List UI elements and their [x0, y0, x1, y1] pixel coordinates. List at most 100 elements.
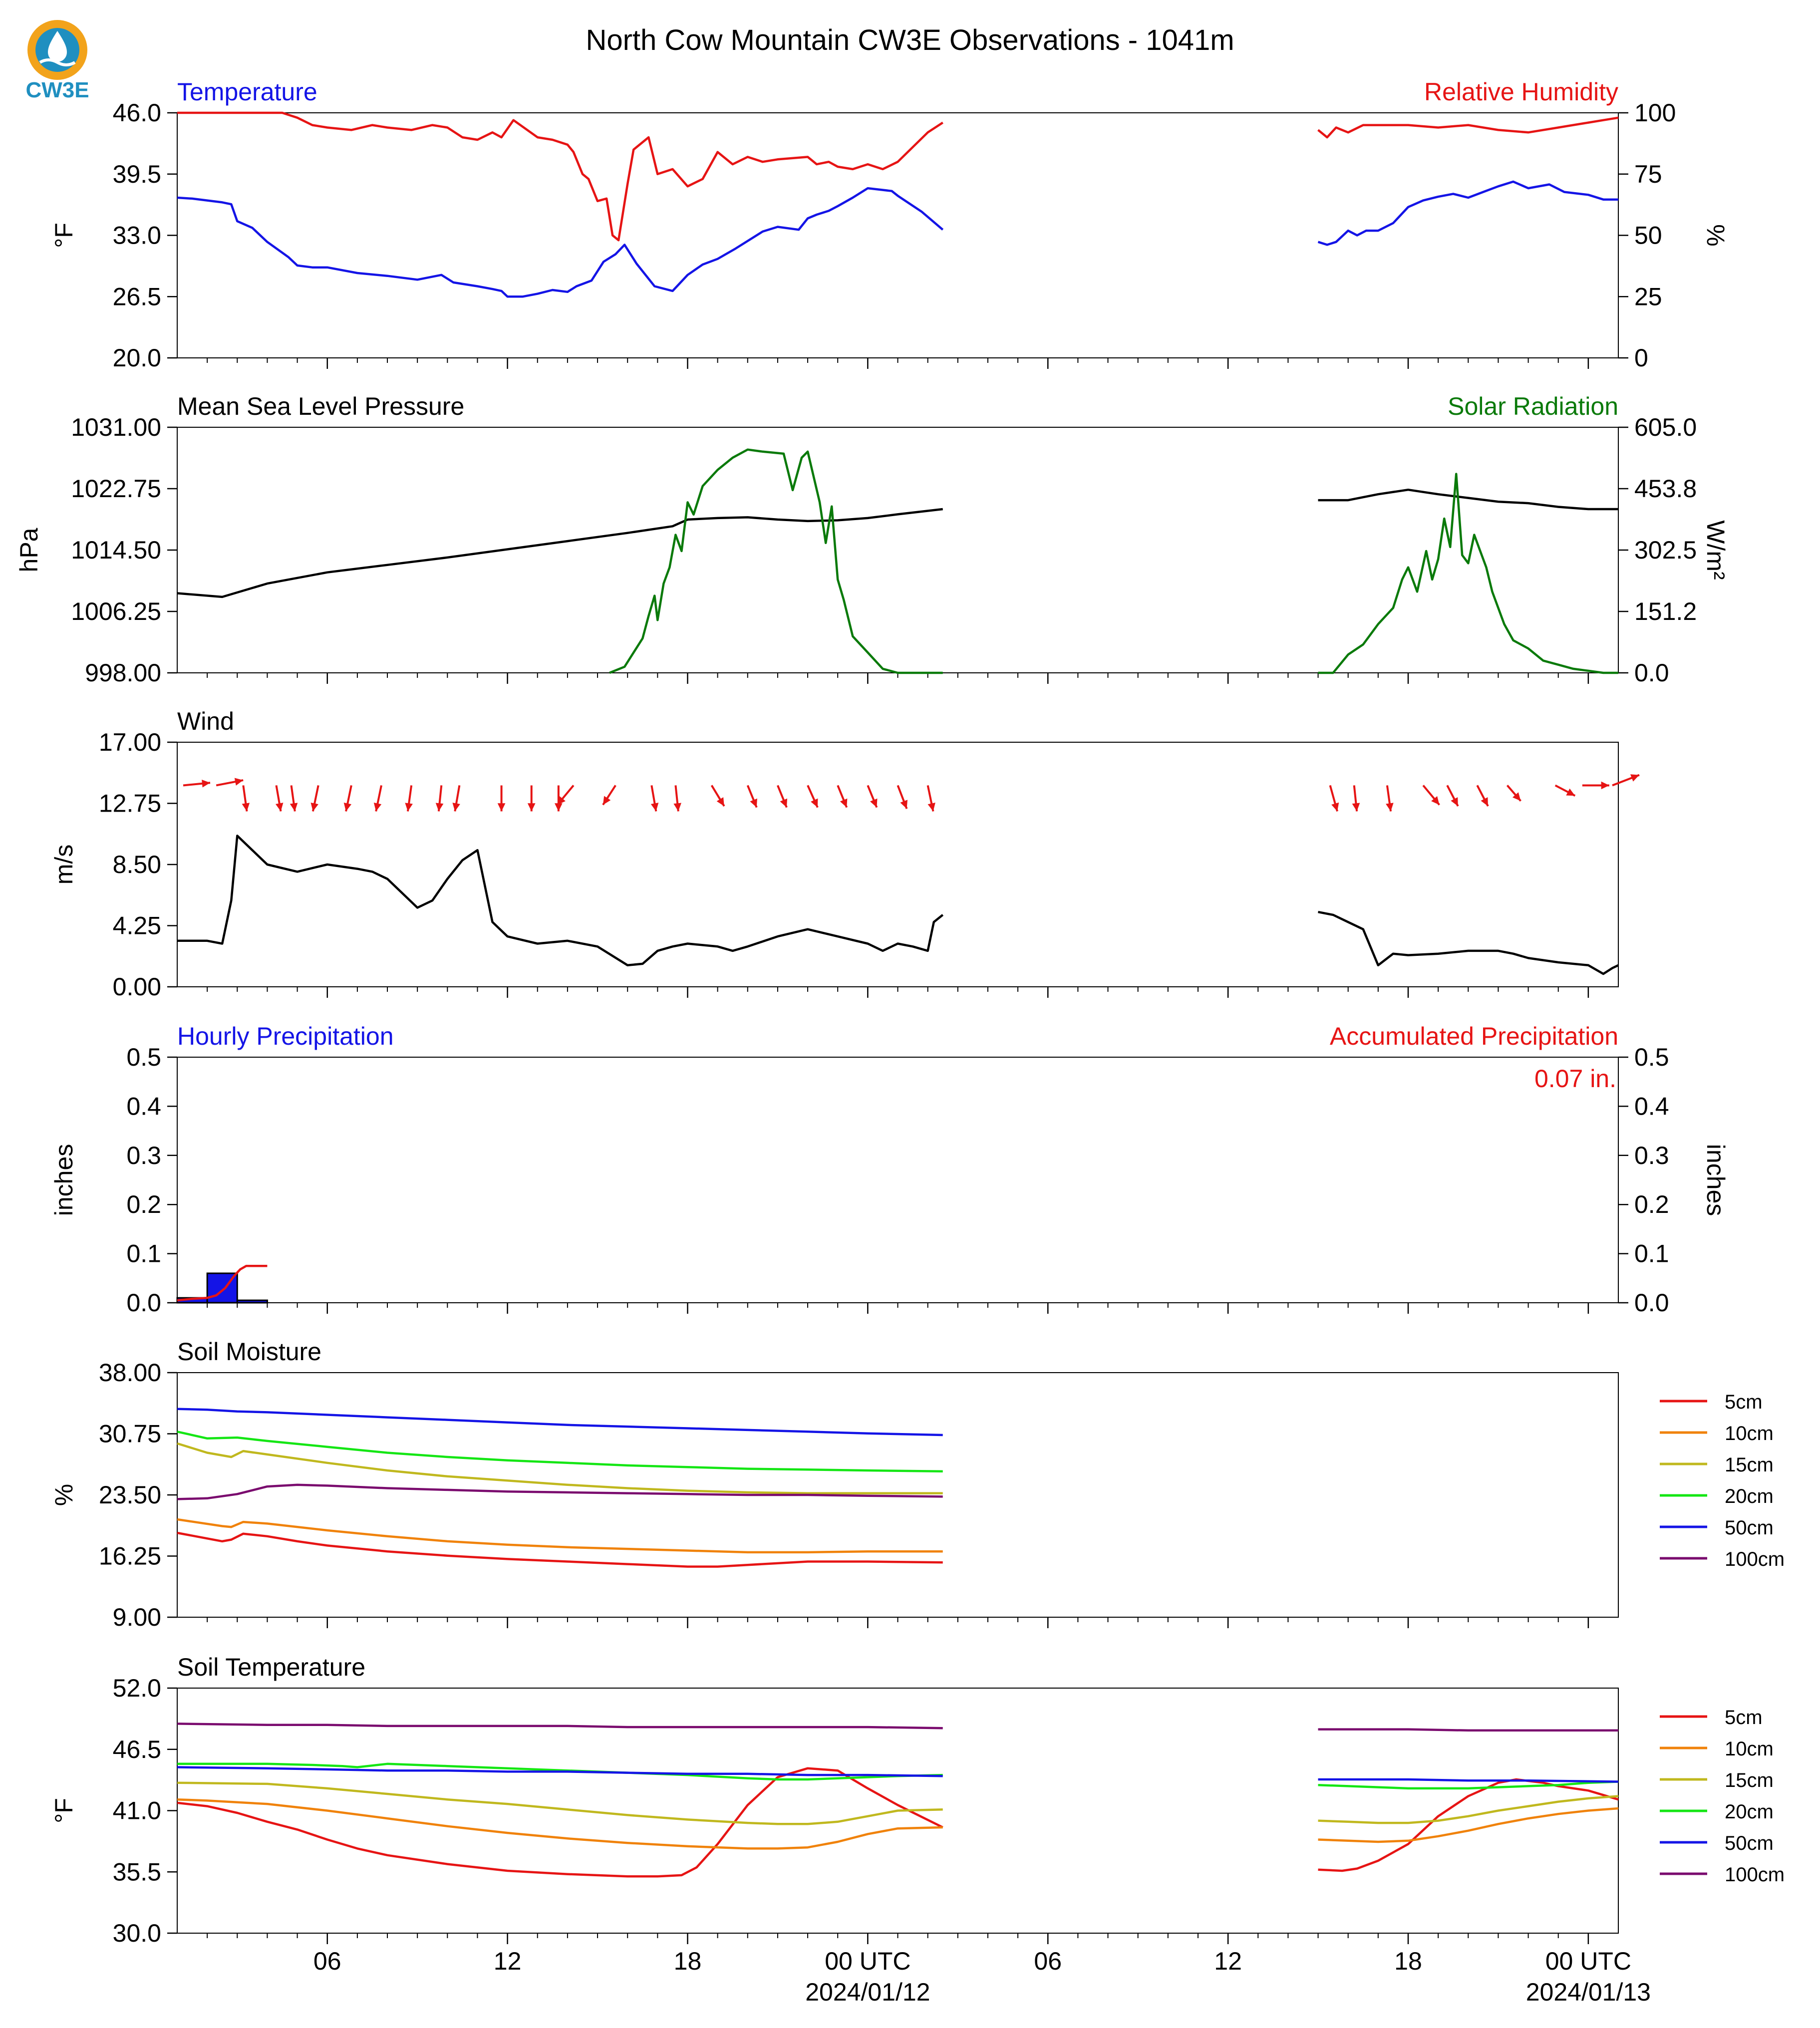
- y-axis-label-left: inches: [50, 1144, 78, 1216]
- wind-arrow-head: [1451, 797, 1458, 807]
- panel-pres_solar: 998.00 1006.25 1014.50 1022.75 1031.00 0.0 151…: [15, 392, 1730, 687]
- y-left-tick-label: 12.75: [99, 790, 161, 818]
- y-left-tick-label: 1006.25: [71, 597, 161, 625]
- y-left-tick-label: 39.5: [113, 160, 161, 188]
- plot-frame: [177, 427, 1619, 673]
- water-drop-icon: [48, 31, 67, 62]
- wind-arrow-head: [555, 803, 563, 812]
- wind-arrow-head: [716, 797, 724, 807]
- y-right-tick-label: 302.5: [1634, 536, 1697, 564]
- wind-arrow-head: [405, 803, 413, 812]
- wind-arrow-head: [1352, 803, 1360, 812]
- wind-arrow: [897, 785, 908, 809]
- x-date-label: 2024/01/12: [805, 1978, 930, 2006]
- panel-title-right: Solar Radiation: [1448, 392, 1618, 420]
- y-left-tick-label: 35.5: [113, 1858, 161, 1886]
- legend-label: 15cm: [1725, 1769, 1774, 1791]
- y-axis-label-left: hPa: [15, 528, 43, 572]
- wind-arrow-head: [1630, 774, 1639, 782]
- y-right-tick-label: 25: [1634, 283, 1662, 310]
- wind-arrow: [405, 785, 413, 812]
- y-axis-label-left: °F: [50, 223, 78, 248]
- legend-label: 5cm: [1725, 1707, 1763, 1729]
- wind-arrow: [497, 785, 506, 812]
- y-axis-label-right: W/m²: [1702, 520, 1730, 579]
- wind-arrow-head: [673, 803, 681, 812]
- panel-title-left: Hourly Precipitation: [177, 1022, 394, 1050]
- y-right-tick-label: 100: [1634, 99, 1676, 127]
- wind-arrow: [435, 785, 444, 812]
- panel-precip: 0.0 0.1 0.2 0.3 0.4 0.5 0.0 0.1 0.2 0.3 0.4 0.5 Hour…: [50, 1022, 1730, 1317]
- legend-label: 10cm: [1725, 1423, 1774, 1445]
- wind-arrow: [242, 785, 250, 812]
- y-left-tick-label: 52.0: [113, 1674, 161, 1702]
- wind-arrow-head: [202, 780, 211, 788]
- y-left-tick-label: 8.50: [113, 851, 161, 878]
- panel-soil_moisture: 9.00 16.25 23.50 30.75 38.00 Soil Moisture% 5c…: [50, 1338, 1785, 1631]
- wind-arrow: [555, 785, 563, 812]
- wind-arrow-head: [840, 798, 848, 808]
- series-line-accumulated-precipitation: [177, 1266, 1618, 1300]
- wind-arrow: [1386, 785, 1394, 812]
- precip-bar: [206, 1272, 238, 1304]
- wind-arrow: [926, 785, 935, 812]
- wind-arrow-head: [650, 803, 659, 812]
- wind-arrow: [1329, 785, 1339, 812]
- y-left-tick-label: 0.00: [113, 973, 161, 1001]
- wind-arrow-head: [900, 800, 908, 809]
- y-left-tick-label: 23.50: [99, 1481, 161, 1509]
- y-left-tick-label: 0.4: [126, 1092, 161, 1120]
- x-tick-label: 00 UTC: [1545, 1947, 1631, 1975]
- wind-arrow: [837, 785, 848, 808]
- series-line-100cm: [177, 1723, 1618, 1732]
- wind-arrow-head: [780, 798, 788, 808]
- wind-arrow-head: [276, 803, 284, 812]
- wind-arrow-head: [373, 803, 382, 812]
- wind-arrow: [777, 785, 788, 808]
- y-left-tick-label: 46.0: [113, 99, 161, 127]
- wind-arrow-head: [1601, 781, 1609, 790]
- legend-label: 50cm: [1725, 1832, 1774, 1854]
- y-right-tick-label: 50: [1634, 222, 1662, 250]
- wind-arrow: [1422, 785, 1440, 806]
- wind-arrow: [602, 785, 616, 806]
- y-left-tick-label: 30.0: [113, 1919, 161, 1947]
- logo-text: CW3E: [25, 78, 89, 102]
- wind-arrow-head: [603, 796, 611, 805]
- wind-arrow-head: [557, 796, 566, 805]
- series-line-mean-sea-level-pressure: [177, 488, 1618, 598]
- wind-arrow: [183, 780, 211, 788]
- y-left-tick-label: 26.5: [113, 283, 161, 310]
- x-date-label: 2024/01/13: [1526, 1978, 1651, 2006]
- series-line-10cm: [177, 1519, 1618, 1556]
- y-left-tick-label: 20.0: [113, 344, 161, 372]
- x-tick-label: 06: [313, 1947, 341, 1975]
- y-left-tick-label: 1022.75: [71, 475, 161, 503]
- y-left-tick-label: 998.00: [85, 659, 161, 687]
- series-line-relative-humidity: [177, 111, 1619, 242]
- wind-arrow-head: [1386, 803, 1394, 812]
- wind-arrow: [343, 785, 352, 812]
- wind-arrow: [1446, 785, 1459, 807]
- y-right-tick-label: 0.2: [1634, 1190, 1669, 1218]
- y-axis-label-right: %: [1702, 224, 1730, 246]
- panel-title-left: Wind: [177, 707, 234, 735]
- wind-arrow: [673, 785, 681, 812]
- wind-arrow-head: [242, 803, 250, 812]
- y-right-tick-label: 0.4: [1634, 1092, 1669, 1120]
- panel-title-right: Accumulated Precipitation: [1330, 1022, 1618, 1050]
- y-axis-label-left: °F: [50, 1798, 78, 1823]
- x-tick-label: 06: [1034, 1947, 1062, 1975]
- wind-arrow: [452, 785, 461, 812]
- panel-temp_rh: 20.0 26.5 33.0 39.5 46.0 0 25 50 75 100 Temperatur…: [50, 78, 1730, 372]
- wind-arrow-head: [234, 778, 244, 786]
- y-right-tick-label: 0.3: [1634, 1142, 1669, 1169]
- wind-arrow: [275, 785, 284, 812]
- panel-title-left: Soil Temperature: [177, 1653, 365, 1681]
- legend-label: 15cm: [1725, 1454, 1774, 1476]
- wind-arrow-head: [927, 803, 935, 812]
- y-left-tick-label: 4.25: [113, 912, 161, 940]
- wind-arrow: [1506, 785, 1521, 802]
- y-left-tick-label: 0.5: [126, 1043, 161, 1071]
